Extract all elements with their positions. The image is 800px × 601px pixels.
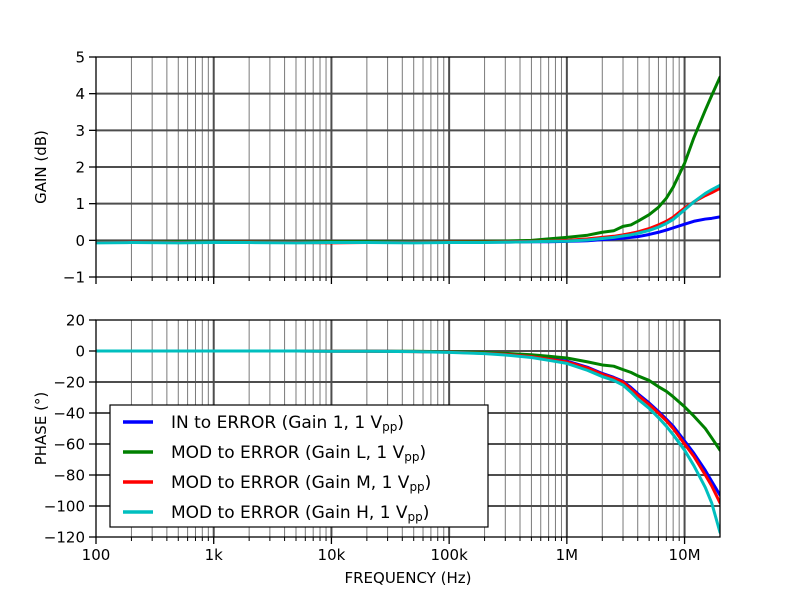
x-tick-label: 100 [82,546,111,564]
x-axis-label: FREQUENCY (Hz) [344,569,471,587]
x-tick-label: 10M [669,546,701,564]
y-tick-label: 5 [75,49,85,67]
y-tick-label: −40 [53,405,85,423]
x-tick-label: 1k [205,546,224,564]
legend: IN to ERROR (Gain 1, 1 Vpp) MOD to ERROR … [109,404,489,528]
axes-frame [95,319,721,538]
legend-label: IN to ERROR (Gain 1, 1 Vpp) [171,413,404,434]
y-tick-label: 3 [75,122,85,140]
y-tick-label: −100 [44,498,85,516]
y-tick-label: −60 [53,436,85,454]
y-tick-label: 20 [66,312,85,330]
phase-curves [96,349,720,534]
y-tick-label: 2 [75,159,85,177]
legend-label: MOD to ERROR (Gain H, 1 Vpp) [171,503,429,524]
gain-curves [96,75,720,245]
y-axis-label: PHASE (°) [32,392,50,466]
y-tick-label: −120 [44,529,85,547]
y-tick-label: −80 [53,467,85,485]
x-tick-label: 1M [556,546,579,564]
gain-curve-3 [96,183,720,245]
legend-box [109,404,489,528]
legend-label: MOD to ERROR (Gain M, 1 Vpp) [171,473,431,494]
legend-label: MOD to ERROR (Gain L, 1 Vpp) [171,443,426,464]
y-tick-label: −20 [53,374,85,392]
y-tick-label: −1 [63,269,85,287]
y-tick-label: 0 [75,232,85,250]
y-axis-label: GAIN (dB) [32,130,50,204]
x-tick-label: 10k [318,546,346,564]
y-tick-label: 0 [75,343,85,361]
y-tick-label: 4 [75,85,85,103]
x-tick-label: 100k [430,546,468,564]
y-tick-label: 1 [75,195,85,213]
gain-subplot: −1 0 1 2 3 4 5 GAIN (dB) [32,49,721,287]
phase-curve-3 [96,349,720,534]
